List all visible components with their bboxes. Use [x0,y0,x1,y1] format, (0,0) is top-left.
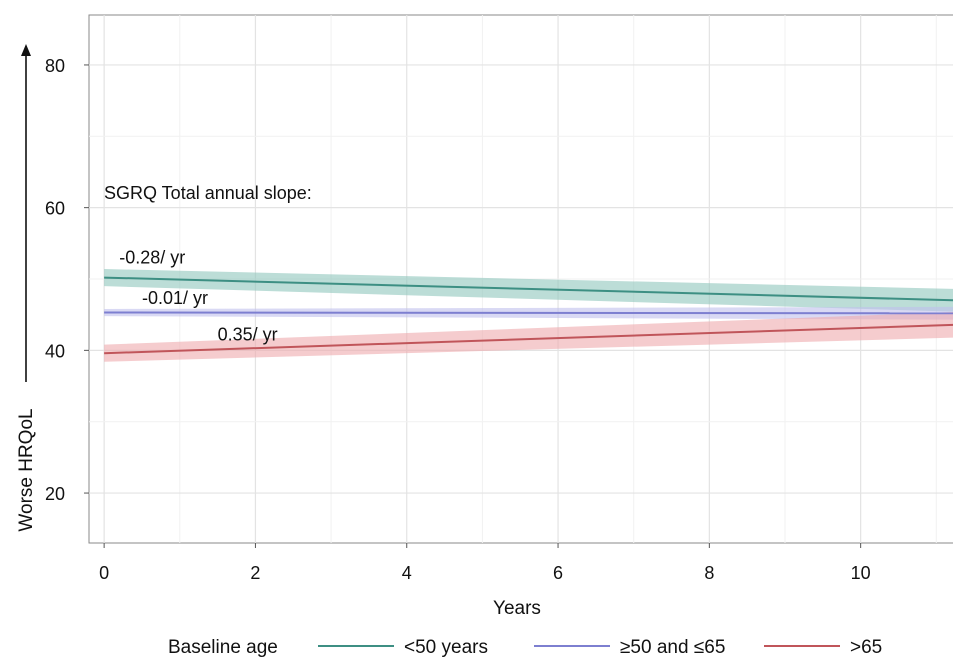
y-tick-label: 60 [45,199,65,219]
ci-band-2 [104,312,953,362]
x-axis-title: Years [493,598,541,619]
y-tick-label: 20 [45,484,65,504]
series-line-layer [104,276,953,355]
series-line-0 [104,276,953,302]
annotation-layer: SGRQ Total annual slope: -0.28/ yr -0.01/… [104,183,312,344]
x-tick-label: 2 [250,563,260,583]
slope-label-0: -0.28/ yr [119,247,185,267]
y-axis-title: Worse HRQoL [16,408,37,531]
x-tick-label: 0 [99,563,109,583]
series-line-1 [104,311,953,315]
x-tick-label: 4 [402,563,412,583]
x-tick-label: 8 [704,563,714,583]
tick-label-layer: 0 2 4 6 8 10 20 40 60 80 [45,56,871,583]
slope-label-1: -0.01/ yr [142,288,208,308]
legend-title: Baseline age [168,637,278,658]
y-tick-label: 80 [45,56,65,76]
legend-label-1: ≥50 and ≤65 [620,637,725,658]
x-tick-label: 6 [553,563,563,583]
y-axis-title-group: Worse HRQoL [16,44,37,532]
legend: Baseline age <50 years ≥50 and ≤65 >65 [168,637,882,658]
legend-label-0: <50 years [404,637,488,658]
annotation-header: SGRQ Total annual slope: [104,183,312,203]
ci-band-0 [104,269,953,312]
slope-label-2: 0.35/ yr [218,324,278,344]
y-axis-arrow-head [21,44,31,56]
legend-label-2: >65 [850,637,882,658]
grid-layer [89,15,953,543]
x-tick-label: 10 [851,563,871,583]
series-line-2 [104,323,953,355]
y-tick-label: 40 [45,341,65,361]
